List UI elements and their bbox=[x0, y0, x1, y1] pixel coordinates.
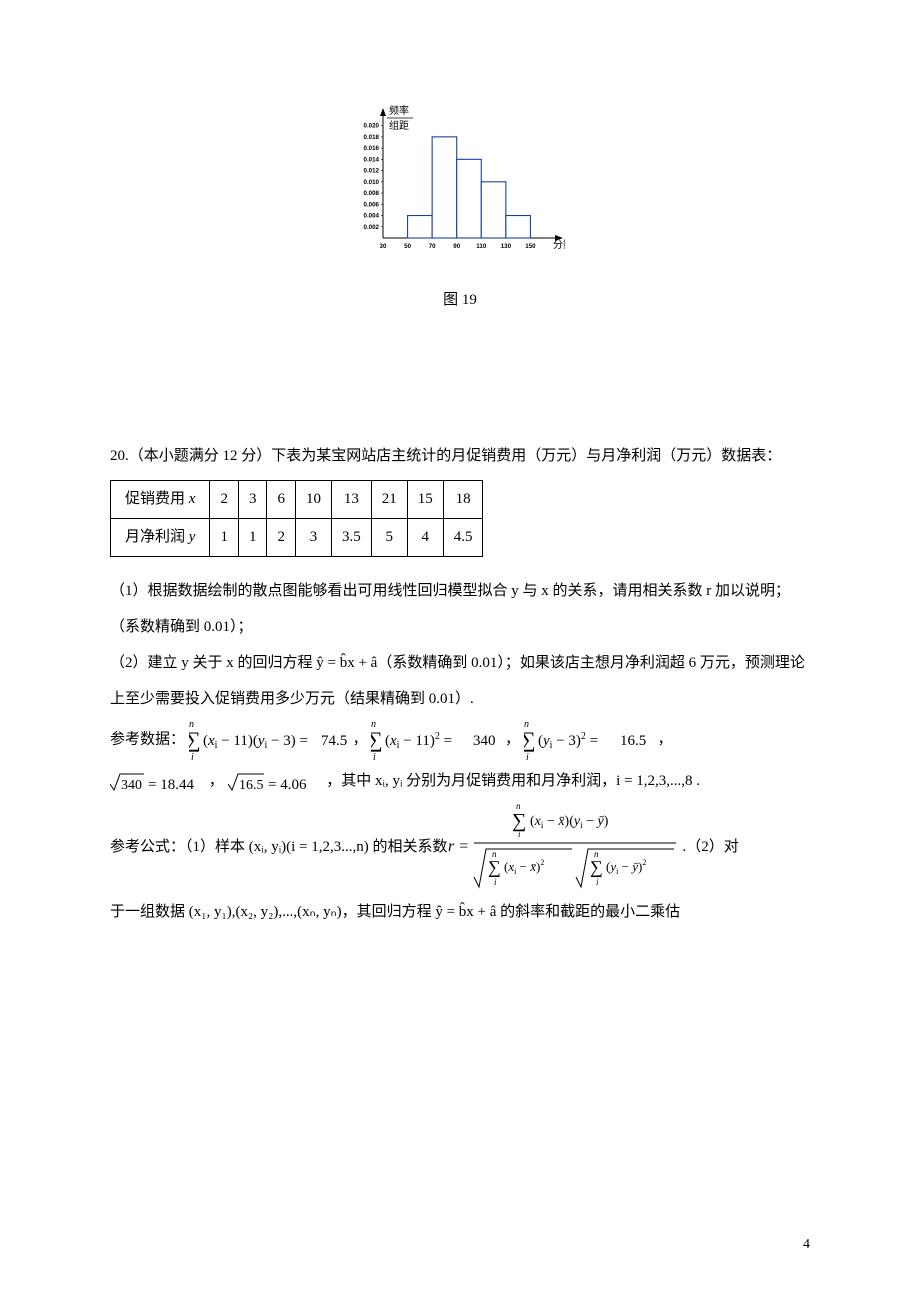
svg-text:(yi − ȳ)2: (yi − ȳ)2 bbox=[606, 858, 646, 876]
q20-part2: （2）建立 y 关于 x 的回归方程 ŷ = b̂x + â（系数精确到 0.0… bbox=[110, 645, 810, 717]
svg-text:(xi − x̄)(yi − ȳ): (xi − x̄)(yi − ȳ) bbox=[530, 814, 609, 830]
ref-formula-line: 参考公式：（1）样本 (xᵢ, yᵢ)(i = 1,2,3...,n) 的相关系… bbox=[110, 799, 810, 894]
cell: 4.5 bbox=[443, 519, 483, 557]
svg-text:∑: ∑ bbox=[590, 857, 603, 877]
sum-yy-formula: n ∑ i (yi − 3)2 = 16.5 bbox=[524, 717, 654, 763]
svg-text:0.016: 0.016 bbox=[364, 145, 380, 152]
cell: 2 bbox=[267, 519, 296, 557]
svg-text:340: 340 bbox=[473, 733, 496, 749]
svg-text:∑: ∑ bbox=[524, 727, 536, 752]
svg-text:0.004: 0.004 bbox=[364, 213, 380, 220]
table-row: 促销费用 x 2 3 6 10 13 21 15 18 bbox=[111, 481, 483, 519]
svg-text:∑: ∑ bbox=[371, 727, 383, 752]
svg-text:i: i bbox=[526, 752, 529, 763]
svg-text:组距: 组距 bbox=[389, 119, 409, 132]
svg-text:(xi − x̄)2: (xi − x̄)2 bbox=[504, 858, 544, 876]
cell: 2 bbox=[210, 481, 239, 519]
sqrt340: 340 = 18.44 bbox=[110, 770, 205, 794]
histogram-figure: 频率组距 0.002 0.004 0.006 0.008 0.010 0.012 0.014 0… bbox=[335, 100, 585, 318]
figure-caption: 图 19 bbox=[335, 282, 585, 318]
cell: 1 bbox=[210, 519, 239, 557]
svg-text:i: i bbox=[373, 752, 376, 763]
cell: 15 bbox=[407, 481, 443, 519]
sqrt16.5: 16.5 = 4.06 bbox=[228, 770, 323, 794]
cell: 21 bbox=[371, 481, 407, 519]
svg-text:(xi − 11)2 =: (xi − 11)2 = bbox=[385, 731, 452, 751]
cell: 6 bbox=[267, 481, 296, 519]
svg-text:i: i bbox=[191, 752, 194, 763]
q20-part1: （1）根据数据绘制的散点图能够看出可用线性回归模型拟合 y 与 x 的关系，请用… bbox=[110, 573, 810, 645]
svg-text:0.008: 0.008 bbox=[364, 190, 380, 197]
svg-text:0.014: 0.014 bbox=[364, 156, 380, 163]
table-row: 月净利润 y 1 1 2 3 3.5 5 4 4.5 bbox=[111, 519, 483, 557]
svg-text:频率: 频率 bbox=[389, 104, 409, 117]
page-number: 4 bbox=[803, 1228, 810, 1262]
svg-text:0.012: 0.012 bbox=[364, 168, 380, 175]
svg-text:0.018: 0.018 bbox=[364, 134, 380, 141]
cell: 3 bbox=[295, 519, 331, 557]
q20-header: 20.（本小题满分 12 分）下表为某宝网站店主统计的月促销费用（万元）与月净利… bbox=[110, 438, 810, 474]
cell: 4 bbox=[407, 519, 443, 557]
svg-text:0.006: 0.006 bbox=[364, 201, 380, 208]
cell: 5 bbox=[371, 519, 407, 557]
svg-text:∑: ∑ bbox=[488, 857, 501, 877]
row-label: 月净利润 y bbox=[111, 519, 210, 557]
svg-text:74.5: 74.5 bbox=[321, 733, 347, 749]
svg-text:= 18.44: = 18.44 bbox=[148, 777, 194, 793]
ref-data-line2: 340 = 18.44 ， 16.5 = 4.06 ，其中 xᵢ, yᵢ 分别为… bbox=[110, 763, 810, 799]
svg-text:r =: r = bbox=[448, 838, 469, 855]
svg-text:30: 30 bbox=[380, 243, 387, 250]
svg-text:i: i bbox=[596, 877, 599, 887]
svg-text:90: 90 bbox=[453, 243, 460, 250]
svg-text:0.002: 0.002 bbox=[364, 224, 380, 231]
svg-text:130: 130 bbox=[501, 243, 512, 250]
cell: 3.5 bbox=[331, 519, 371, 557]
ref-data-line1: 参考数据： n ∑ i (xi − 11)(yi − 3) = 74.5 ， n… bbox=[110, 717, 810, 763]
svg-text:分数: 分数 bbox=[553, 238, 565, 251]
data-table: 促销费用 x 2 3 6 10 13 21 15 18 月净利润 y 1 1 2… bbox=[110, 480, 483, 557]
svg-text:0.010: 0.010 bbox=[364, 179, 380, 186]
svg-text:0.020: 0.020 bbox=[364, 123, 380, 130]
svg-text:50: 50 bbox=[404, 243, 411, 250]
sum-xy-formula: n ∑ i (xi − 11)(yi − 3) = 74.5 bbox=[189, 717, 349, 763]
cell: 13 bbox=[331, 481, 371, 519]
cell: 3 bbox=[238, 481, 267, 519]
svg-text:340: 340 bbox=[121, 778, 142, 793]
svg-text:16.5: 16.5 bbox=[620, 733, 646, 749]
row-label: 促销费用 x bbox=[111, 481, 210, 519]
cell: 1 bbox=[238, 519, 267, 557]
svg-text:16.5: 16.5 bbox=[239, 778, 264, 793]
svg-text:(xi − 11)(yi − 3) =: (xi − 11)(yi − 3) = bbox=[203, 733, 308, 751]
svg-text:(yi − 3)2 =: (yi − 3)2 = bbox=[538, 731, 598, 751]
histogram-svg: 频率组距 0.002 0.004 0.006 0.008 0.010 0.012 0.014 0… bbox=[335, 100, 565, 260]
svg-text:∑: ∑ bbox=[189, 727, 201, 752]
cell: 10 bbox=[295, 481, 331, 519]
svg-text:i: i bbox=[494, 877, 497, 887]
svg-text:70: 70 bbox=[429, 243, 436, 250]
svg-text:= 4.06: = 4.06 bbox=[268, 777, 307, 793]
r-formula: r = n ∑ i (xi − x̄)(yi − ȳ) n ∑ i (xi − … bbox=[448, 799, 683, 894]
ref-formula-line2: 于一组数据 (x₁, y₁),(x₂, y₂),...,(xₙ, yₙ)，其回归… bbox=[110, 894, 810, 930]
cell: 18 bbox=[443, 481, 483, 519]
svg-text:110: 110 bbox=[476, 243, 487, 250]
sum-xx-formula: n ∑ i (xi − 11)2 = 340 bbox=[371, 717, 501, 763]
svg-text:150: 150 bbox=[525, 243, 536, 250]
